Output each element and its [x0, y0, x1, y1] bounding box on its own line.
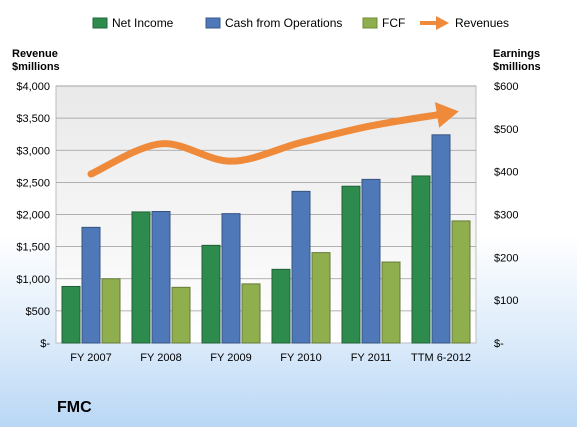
left-tick-label: $2,500 — [16, 177, 50, 189]
x-tick-label: TTM 6-2012 — [411, 352, 471, 364]
bar-net-income — [341, 185, 361, 344]
left-axis-title-line2: $millions — [12, 61, 60, 73]
company-label: FMC — [57, 399, 92, 416]
bar-net-income — [201, 244, 221, 344]
bar-cash-from-operations — [431, 134, 451, 344]
bar-net-income — [61, 285, 81, 344]
left-axis-title-line1: Revenue — [12, 48, 58, 60]
bar-net-income — [131, 211, 151, 344]
x-axis-ticks: FY 2007 FY 2008 FY 2009 FY 2010 FY 2011 TTM 6… — [70, 352, 471, 364]
x-tick-label: FY 2010 — [280, 352, 321, 364]
right-tick-label: $500 — [494, 124, 518, 136]
bar-fcf — [451, 220, 471, 344]
bar-fcf — [381, 261, 401, 344]
revenue-line-path — [87, 110, 445, 178]
right-tick-label: $100 — [494, 295, 518, 307]
right-tick-label: $200 — [494, 252, 518, 264]
legend-label-cash-from-operations: Cash from Operations — [225, 16, 342, 30]
x-tick-label: FY 2011 — [351, 352, 392, 364]
right-tick-label: $400 — [494, 167, 518, 179]
right-axis-title-line1: Earnings — [493, 48, 540, 60]
left-tick-label: $1,000 — [16, 274, 50, 286]
bar-cash-from-operations — [291, 190, 311, 344]
bars — [61, 134, 471, 344]
bar-cash-from-operations — [151, 211, 171, 344]
left-tick-label: $- — [40, 338, 50, 350]
right-axis-ticks: $- $100 $200 $300 $400 $500 $600 — [494, 81, 518, 350]
legend-label-revenues: Revenues — [455, 16, 509, 30]
legend-swatch-net-income — [92, 17, 108, 29]
bar-fcf — [171, 286, 191, 344]
revenue-arrow-head — [434, 102, 459, 128]
legend-label-net-income: Net Income — [112, 16, 174, 30]
x-tick-label: FY 2009 — [210, 352, 251, 364]
bar-net-income — [271, 268, 291, 344]
x-tick-label: FY 2008 — [140, 352, 181, 364]
x-tick-label: FY 2007 — [70, 352, 111, 364]
right-axis-title-line2: $millions — [493, 61, 541, 73]
left-tick-label: $3,000 — [16, 145, 50, 157]
bar-cash-from-operations — [221, 213, 241, 344]
legend-swatch-cash-from-operations — [205, 17, 221, 29]
left-tick-label: $4,000 — [16, 81, 50, 93]
legend-label-fcf: FCF — [382, 16, 405, 30]
bar-fcf — [241, 283, 261, 344]
bar-net-income — [411, 175, 431, 344]
bar-fcf — [101, 278, 121, 344]
left-tick-label: $500 — [26, 306, 50, 318]
right-tick-label: $300 — [494, 210, 518, 222]
left-tick-label: $1,500 — [16, 242, 50, 254]
right-tick-label: $600 — [494, 81, 518, 93]
left-tick-label: $3,500 — [16, 113, 50, 125]
left-tick-label: $2,000 — [16, 210, 50, 222]
bar-fcf — [311, 252, 331, 344]
legend: Net Income Cash from Operations FCF Reve… — [92, 16, 509, 30]
legend-swatch-fcf — [362, 17, 378, 29]
revenue-line — [87, 102, 459, 178]
revenue-arrow-shaft — [433, 110, 445, 119]
legend-arrow-head — [436, 16, 449, 30]
bar-cash-from-operations — [361, 178, 381, 344]
bar-cash-from-operations — [81, 226, 101, 344]
right-tick-label: $- — [494, 338, 504, 350]
left-axis-ticks: $- $500 $1,000 $1,500 $2,000 $2,500 $3,000 $3,5… — [16, 81, 50, 350]
